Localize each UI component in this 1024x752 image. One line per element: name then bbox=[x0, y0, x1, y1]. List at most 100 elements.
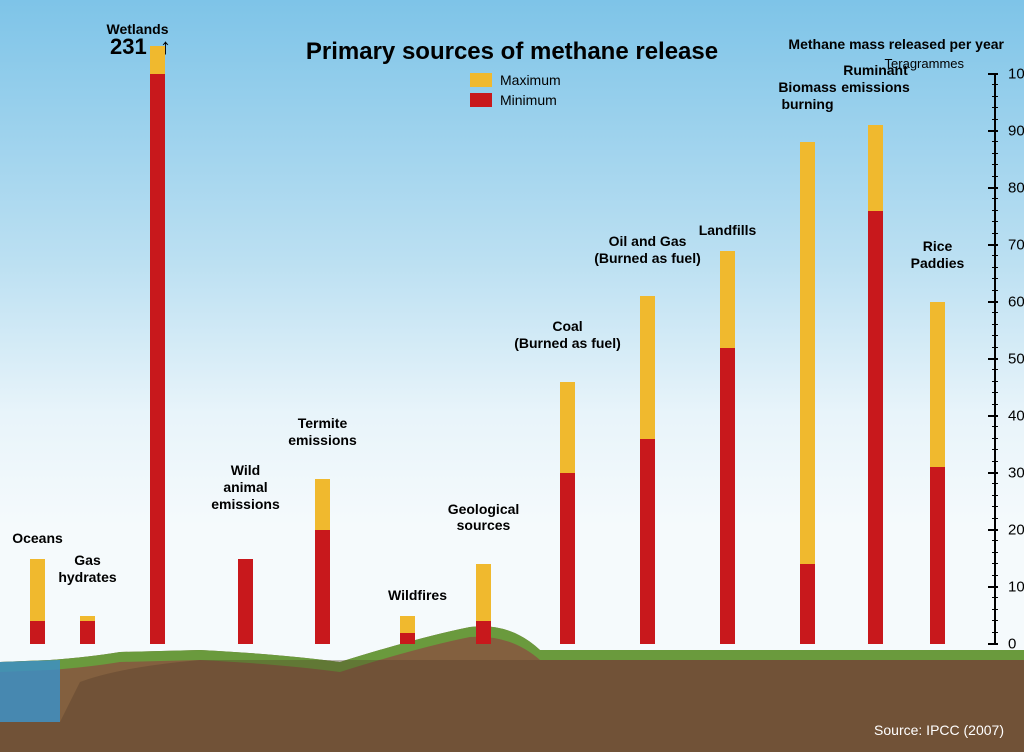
bar-max-gas-hydrates bbox=[80, 616, 95, 622]
bar-label-oceans: Oceans bbox=[0, 530, 98, 547]
legend-max-label: Maximum bbox=[500, 72, 561, 88]
axis-tick-major bbox=[988, 187, 998, 189]
axis-tick-minor bbox=[992, 312, 998, 313]
axis-tick-minor bbox=[992, 540, 998, 541]
bar-label-gas-hydrates: Gas hydrates bbox=[28, 552, 148, 586]
axis-tick-minor bbox=[992, 369, 998, 370]
bar-max-coal bbox=[560, 382, 575, 473]
bar-gas-hydrates bbox=[80, 616, 95, 645]
axis-tick-label: 80 bbox=[1008, 180, 1024, 197]
bar-wildfires bbox=[400, 616, 415, 645]
bar-min-wild-animal bbox=[238, 559, 253, 645]
chart-area: 0102030405060708090100 OceansGas hydrate… bbox=[0, 92, 1024, 752]
axis-tick-minor bbox=[992, 153, 998, 154]
axis-tick-minor bbox=[992, 335, 998, 336]
y-axis: 0102030405060708090100 bbox=[994, 74, 996, 644]
bar-rice bbox=[930, 302, 945, 644]
bar-coal bbox=[560, 382, 575, 644]
bar-max-rice bbox=[930, 302, 945, 467]
axis-tick-minor bbox=[992, 221, 998, 222]
axis-tick-minor bbox=[992, 552, 998, 553]
axis-tick-label: 40 bbox=[1008, 408, 1024, 425]
bar-max-termite bbox=[315, 479, 330, 530]
bar-label-rice: Rice Paddies bbox=[878, 238, 998, 272]
bar-biomass bbox=[800, 142, 815, 644]
legend-max: Maximum bbox=[470, 72, 561, 88]
bar-min-oceans bbox=[30, 621, 45, 644]
axis-tick-minor bbox=[992, 426, 998, 427]
axis-tick-major bbox=[988, 358, 998, 360]
axis-tick-label: 100 bbox=[1008, 66, 1024, 83]
axis-tick-label: 10 bbox=[1008, 579, 1024, 596]
bar-termite bbox=[315, 479, 330, 644]
bar-min-biomass bbox=[800, 564, 815, 644]
axis-tick-major bbox=[988, 472, 998, 474]
axis-tick-label: 50 bbox=[1008, 351, 1024, 368]
axis-tick-label: 90 bbox=[1008, 123, 1024, 140]
axis-tick-minor bbox=[992, 324, 998, 325]
bar-max-oil-gas bbox=[640, 296, 655, 439]
bar-ruminant bbox=[868, 125, 883, 644]
bar-max-geological bbox=[476, 564, 491, 621]
axis-tick-major bbox=[988, 301, 998, 303]
bar-wild-animal bbox=[238, 559, 253, 645]
bar-label-coal: Coal (Burned as fuel) bbox=[508, 318, 628, 352]
bar-max-biomass bbox=[800, 142, 815, 564]
axis-tick-minor bbox=[992, 233, 998, 234]
axis-tick-major bbox=[988, 586, 998, 588]
bar-label-wild-animal: Wild animal emissions bbox=[186, 462, 306, 512]
axis-tick-minor bbox=[992, 495, 998, 496]
axis-tick-label: 0 bbox=[1008, 636, 1016, 653]
bar-min-wetlands bbox=[150, 74, 165, 644]
bar-min-gas-hydrates bbox=[80, 621, 95, 644]
axis-tick-minor bbox=[992, 632, 998, 633]
bar-min-coal bbox=[560, 473, 575, 644]
axis-tick-minor bbox=[992, 392, 998, 393]
axis-tick-minor bbox=[992, 210, 998, 211]
bar-max-wetlands bbox=[150, 46, 165, 75]
legend-max-swatch bbox=[470, 73, 492, 87]
axis-tick-label: 60 bbox=[1008, 294, 1024, 311]
source-citation: Source: IPCC (2007) bbox=[874, 722, 1004, 738]
axis-tick-minor bbox=[992, 563, 998, 564]
bar-label-wildfires: Wildfires bbox=[358, 587, 478, 604]
bar-geological bbox=[476, 564, 491, 644]
axis-tick-minor bbox=[992, 278, 998, 279]
bar-label-landfills: Landfills bbox=[668, 222, 788, 239]
axis-tick-minor bbox=[992, 290, 998, 291]
bar-min-rice bbox=[930, 467, 945, 644]
bar-max-landfills bbox=[720, 251, 735, 348]
axis-tick-minor bbox=[992, 347, 998, 348]
axis-tick-minor bbox=[992, 107, 998, 108]
axis-tick-minor bbox=[992, 198, 998, 199]
axis-tick-minor bbox=[992, 449, 998, 450]
bar-min-geological bbox=[476, 621, 491, 644]
axis-tick-label: 30 bbox=[1008, 465, 1024, 482]
axis-tick-minor bbox=[992, 609, 998, 610]
axis-tick-minor bbox=[992, 176, 998, 177]
bar-label-ruminant: Ruminant emissions bbox=[816, 62, 936, 96]
axis-tick-minor bbox=[992, 84, 998, 85]
axis-tick-minor bbox=[992, 461, 998, 462]
axis-tick-label: 20 bbox=[1008, 522, 1024, 539]
bar-landfills bbox=[720, 251, 735, 644]
axis-tick-major bbox=[988, 529, 998, 531]
axis-tick-minor bbox=[992, 141, 998, 142]
axis-tick-major bbox=[988, 415, 998, 417]
axis-tick-minor bbox=[992, 575, 998, 576]
axis-tick-minor bbox=[992, 164, 998, 165]
axis-tick-minor bbox=[992, 518, 998, 519]
bar-label-wetlands: Wetlands bbox=[78, 21, 198, 38]
bar-min-wildfires bbox=[400, 633, 415, 644]
bar-label-geological: Geological sources bbox=[424, 501, 544, 535]
axis-tick-minor bbox=[992, 119, 998, 120]
axis-tick-label: 70 bbox=[1008, 237, 1024, 254]
axis-tick-minor bbox=[992, 404, 998, 405]
axis-tick-minor bbox=[992, 483, 998, 484]
axis-tick-minor bbox=[992, 438, 998, 439]
bar-label-termite: Termite emissions bbox=[263, 415, 383, 449]
bar-min-ruminant bbox=[868, 211, 883, 644]
bar-min-landfills bbox=[720, 348, 735, 644]
axis-tick-major bbox=[988, 73, 998, 75]
axis-tick-minor bbox=[992, 506, 998, 507]
